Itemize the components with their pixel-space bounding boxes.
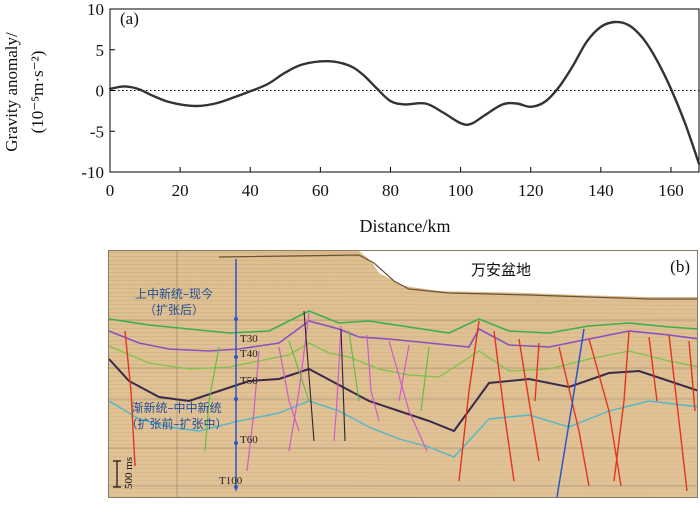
- upper-unit-label-line1: 上中新统–现今: [134, 287, 213, 301]
- gravity-anomaly-curve: [108, 20, 700, 165]
- x-tick-label: 140: [588, 181, 614, 200]
- x-tick-label: 0: [106, 181, 115, 200]
- y-tick-label: -10: [81, 163, 104, 182]
- well-markers: [234, 317, 238, 489]
- y-tick-label: 10: [87, 0, 104, 19]
- x-tick-label: 120: [518, 181, 544, 200]
- panel-label-a: (a): [120, 9, 139, 28]
- horizon-label-t60: T60: [240, 434, 258, 446]
- y-axis-ticks: 10 5 0 -5 -10: [81, 0, 115, 182]
- basin-label: 万安盆地: [471, 261, 532, 279]
- horizon-label-t30: T30: [240, 333, 258, 345]
- horizon-cyan: [109, 400, 697, 458]
- gravity-anomaly-chart: 0 20 40 60 80 100 120 140 160 10 5 0 -5 -10 (a) Dist…: [2, 0, 700, 236]
- horizon-label-t40: T40: [240, 348, 258, 360]
- panel-label-b: (b): [667, 257, 693, 277]
- dark-faults: [303, 310, 346, 442]
- x-tick-label: 100: [448, 181, 474, 200]
- x-tick-label: 160: [658, 181, 684, 200]
- blue-faults: [235, 259, 585, 497]
- pink-faults: [246, 312, 428, 472]
- y-tick-label: 5: [96, 41, 105, 60]
- scale-bar-label: 500 ms: [123, 456, 135, 489]
- sea-water-region: [359, 251, 697, 297]
- red-faults: [124, 320, 696, 492]
- horizon-dark: [109, 358, 697, 433]
- lower-unit-label-line1: 渐新统–中中新统: [131, 401, 222, 415]
- y-axis-label-line2: (10⁻⁵m·s⁻²): [28, 51, 47, 134]
- horizon-label-t100: T100: [219, 475, 243, 487]
- x-axis-label: Distance/km: [360, 216, 451, 236]
- x-axis-ticks: 0 20 40 60 80 100 120 140 160: [106, 167, 684, 200]
- x-tick-label: 60: [312, 181, 329, 200]
- y-tick-label: -5: [90, 122, 104, 141]
- upper-unit-label-line2: （扩张后）: [143, 303, 204, 317]
- scale-bar: [113, 460, 121, 488]
- lower-unit-label-line2: （扩张前–扩张中）: [125, 417, 228, 431]
- green-faults: [204, 330, 430, 452]
- x-tick-label: 80: [382, 181, 399, 200]
- horizon-green: [109, 310, 697, 334]
- x-tick-label: 40: [242, 181, 259, 200]
- seismic-section-image: [109, 251, 697, 497]
- horizon-green-lower: [109, 342, 697, 378]
- x-tick-label: 20: [172, 181, 189, 200]
- seismic-section-panel: (b) 万安盆地 上中新统–现今 （扩张后） 渐新统–中中新统 （扩张前–扩张中…: [108, 250, 698, 498]
- horizon-label-t50: T50: [240, 375, 258, 387]
- y-tick-label: 0: [96, 82, 105, 101]
- y-axis-label-line1: Gravity anomaly/: [2, 32, 21, 152]
